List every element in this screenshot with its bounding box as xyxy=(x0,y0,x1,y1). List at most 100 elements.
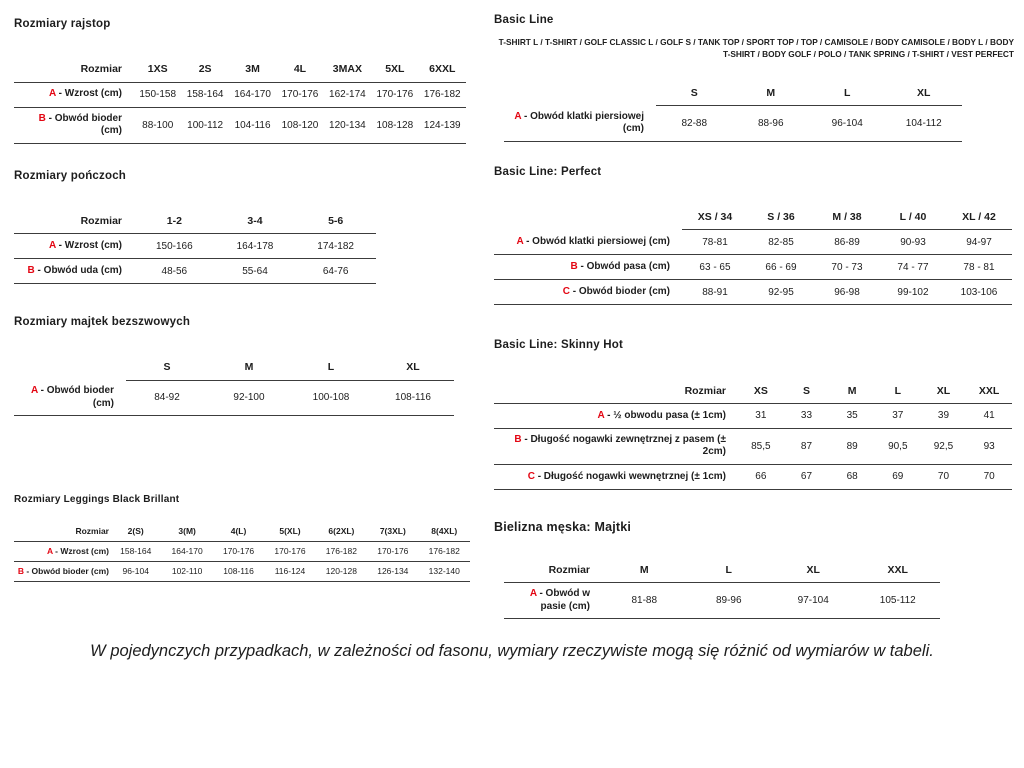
size-value-cell: 86-89 xyxy=(814,229,880,256)
size-value-cell: 93 xyxy=(966,428,1012,465)
table-body: A - Obwód klatki piersiowej (cm) 82-88 88-… xyxy=(504,105,962,142)
column-header: 4L xyxy=(276,57,324,83)
size-value-cell: 90,5 xyxy=(874,428,921,465)
footnote-text: W pojedynczych przypadkach, w zależności… xyxy=(90,642,934,660)
column-header: 2(S) xyxy=(110,521,162,542)
size-value-cell: 92-100 xyxy=(208,380,290,416)
section-title: Rozmiary Leggings Black Brillant xyxy=(14,494,180,505)
size-table: Rozmiar 1XS 2S 3M 4L 3MAX 5XL 6XXL A - Wzrost (… xyxy=(14,57,466,144)
size-table: S M L XL A - Obwód klatki piersiowej (cm) 82… xyxy=(504,80,962,142)
table-header-row: XS / 34 S / 36 M / 38 L / 40 XL / 42 xyxy=(494,204,1012,231)
column-header: XL xyxy=(372,355,454,381)
row-label: A - Obwód bioder (cm) xyxy=(14,380,126,416)
size-value-cell: 132-140 xyxy=(418,561,470,582)
column-header: L xyxy=(290,355,372,381)
size-table: Rozmiar M L XL XXL A - Obwód w pasie (cm) 81-… xyxy=(504,557,940,620)
size-value-cell: 48-56 xyxy=(134,258,215,284)
table-body: A - Wzrost (cm) 150-158 158-164 164-170 170-… xyxy=(14,82,466,144)
table-row: B - Obwód pasa (cm) 63 - 65 66 - 69 70 - 73… xyxy=(494,254,1012,281)
size-table: Rozmiar XS S M L XL XXL A - ½ obwodu pasa (± 1… xyxy=(494,378,1012,490)
size-value-cell: 126-134 xyxy=(367,561,419,582)
row-prefix-letter: A xyxy=(516,235,524,247)
table-row: C - Długość nogawki wewnętrznej (± 1cm) 6… xyxy=(494,464,1012,490)
size-value-cell: 164-170 xyxy=(161,541,213,562)
size-value-cell: 88-91 xyxy=(682,279,748,306)
column-header: S xyxy=(656,80,733,107)
table-body: A - Wzrost (cm) 158-164 164-170 170-176 170-… xyxy=(14,541,470,582)
size-chart-section: Basic Line: Perfect XS / 34 S / 36 M / 38 L… xyxy=(494,166,1014,306)
column-header: 5XL xyxy=(371,57,419,83)
size-table: Rozmiar 1-2 3-4 5-6 A - Wzrost (cm) 150-166 1… xyxy=(14,208,376,284)
column-header: M / 38 xyxy=(814,204,880,231)
size-value-cell: 158-164 xyxy=(110,541,162,562)
row-label: A - ½ obwodu pasa (± 1cm) xyxy=(494,403,738,429)
table-body: A - ½ obwodu pasa (± 1cm) 31 33 35 37 39 41 B -… xyxy=(494,403,1012,490)
table-header-row: Rozmiar 1-2 3-4 5-6 xyxy=(14,208,376,234)
size-value-cell: 64-76 xyxy=(295,258,376,284)
column-header: XL xyxy=(771,557,856,584)
size-value-cell: 96-104 xyxy=(809,105,886,142)
size-value-cell: 37 xyxy=(874,403,921,429)
column-header: 4(L) xyxy=(212,521,265,542)
row-label: B - Obwód pasa (cm) xyxy=(494,254,682,281)
row-label: B - Długość nogawki zewnętrznej z pasem … xyxy=(494,428,738,465)
size-value-cell: 33 xyxy=(783,403,830,429)
row-prefix-letter: A xyxy=(514,110,522,122)
size-value-cell: 164-170 xyxy=(228,82,277,108)
size-value-cell: 90-93 xyxy=(880,229,946,256)
table-body: A - Obwód bioder (cm) 84-92 92-100 100-108 1… xyxy=(14,380,454,416)
size-value-cell: 96-98 xyxy=(814,279,880,306)
column-header: L / 40 xyxy=(880,204,946,231)
size-table: Rozmiar 2(S) 3(M) 4(L) 5(XL) 6(2XL) 7(3XL) 8(4X… xyxy=(14,521,470,582)
row-label: A - Obwód w pasie (cm) xyxy=(504,582,602,620)
size-value-cell: 70 xyxy=(966,464,1012,490)
column-header: M xyxy=(829,378,875,404)
size-chart-section: Rozmiary pończoch Rozmiar 1-2 3-4 5-6 A - W… xyxy=(14,169,472,284)
row-prefix-letter: C xyxy=(527,470,535,482)
row-prefix-letter: B xyxy=(514,433,522,445)
column-header: 1-2 xyxy=(134,208,215,234)
size-value-cell: 41 xyxy=(966,403,1012,429)
section-title: Rozmiary pończoch xyxy=(14,169,127,182)
table-header-row: Rozmiar XS S M L XL XXL xyxy=(494,378,1012,404)
size-chart-section: Rozmiary rajstop Rozmiar 1XS 2S 3M 4L 3MAX 5XL… xyxy=(14,18,472,144)
size-value-cell: 89 xyxy=(829,428,875,465)
size-value-cell: 174-182 xyxy=(295,233,376,259)
row-label: B - Obwód bioder (cm) xyxy=(14,561,110,582)
row-prefix-letter: A xyxy=(529,588,537,600)
size-value-cell: 82-88 xyxy=(656,105,733,142)
size-value-cell: 97-104 xyxy=(771,582,856,620)
column-header: 2S xyxy=(181,57,229,83)
column-header: 3MAX xyxy=(323,57,372,83)
row-prefix-letter: C xyxy=(562,286,570,298)
size-value-cell: 124-139 xyxy=(418,107,466,144)
size-value-cell: 170-176 xyxy=(367,541,419,562)
size-value-cell: 176-182 xyxy=(315,541,368,562)
table-body: A - Obwód klatki piersiowej (cm) 78-81 82-… xyxy=(494,229,1012,306)
size-value-cell: 100-108 xyxy=(290,380,372,416)
column-header: L xyxy=(874,378,921,404)
size-value-cell: 116-124 xyxy=(264,561,316,582)
section-title: Basic Line: Skinny Hot xyxy=(494,339,624,352)
table-corner-label xyxy=(504,81,656,106)
column-header: S / 36 xyxy=(748,204,814,231)
section-title: Bielizna męska: Majtki xyxy=(494,519,632,534)
size-value-cell: 84-92 xyxy=(126,380,208,416)
size-value-cell: 66 - 69 xyxy=(748,254,814,281)
size-table: S M L XL A - Obwód bioder (cm) 84-92 92-100 10… xyxy=(14,355,454,416)
size-value-cell: 88-96 xyxy=(732,105,809,142)
size-value-cell: 69 xyxy=(874,464,921,490)
size-value-cell: 162-174 xyxy=(323,82,372,108)
size-value-cell: 170-176 xyxy=(264,541,316,562)
column-header: M xyxy=(732,80,809,107)
size-value-cell: 81-88 xyxy=(602,582,687,620)
section-title: Basic Line xyxy=(494,14,554,26)
row-label: B - Obwód uda (cm) xyxy=(14,258,134,284)
size-value-cell: 103-106 xyxy=(946,279,1012,306)
table-header-row: Rozmiar 1XS 2S 3M 4L 3MAX 5XL 6XXL xyxy=(14,57,466,83)
table-row: A - Obwód w pasie (cm) 81-88 89-96 97-104 10… xyxy=(504,582,940,620)
size-chart-section: Basic Line: Skinny Hot Rozmiar XS S M L XL XXL… xyxy=(494,339,1014,490)
size-value-cell: 74 - 77 xyxy=(880,254,946,281)
size-value-cell: 63 - 65 xyxy=(682,254,748,281)
size-value-cell: 150-158 xyxy=(134,82,182,108)
